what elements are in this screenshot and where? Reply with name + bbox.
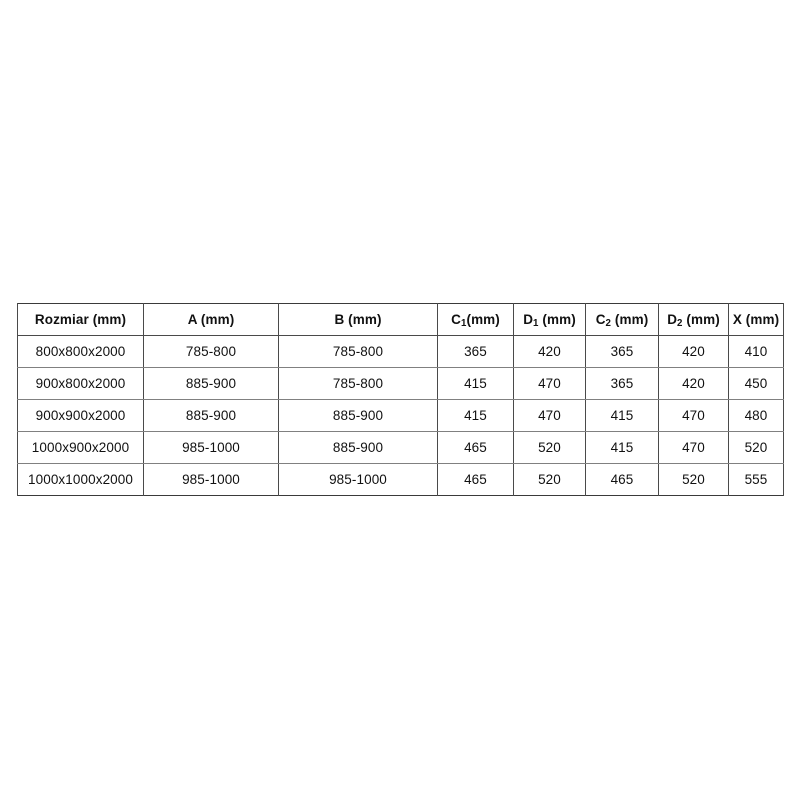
- cell-x: 555: [728, 463, 784, 496]
- cell-c1: 415: [437, 399, 514, 432]
- cell-c1: 365: [437, 335, 514, 368]
- cell-b: 785-800: [278, 335, 438, 368]
- column-header-b-unit: (mm): [344, 312, 382, 327]
- column-header-size: Rozmiar (mm): [17, 303, 144, 336]
- table-row: 900x800x2000 885-900 785-800 415 470 365…: [17, 367, 784, 400]
- column-header-c2: C2 (mm): [585, 303, 659, 336]
- column-header-c2-unit: (mm): [611, 312, 649, 327]
- column-header-a-base: A: [187, 312, 198, 327]
- cell-d1: 520: [513, 463, 586, 496]
- column-header-d1-subscript: 1: [533, 318, 539, 330]
- column-header-d1: D1 (mm): [513, 303, 586, 336]
- column-header-a: A (mm): [143, 303, 279, 336]
- table-header: Rozmiar (mm) A (mm) B (mm) C1(mm) D1 (mm…: [17, 303, 784, 336]
- table-header-row: Rozmiar (mm) A (mm) B (mm) C1(mm) D1 (mm…: [17, 303, 784, 336]
- column-header-size-unit: (mm): [88, 312, 127, 327]
- column-header-c2-base: C: [595, 312, 606, 327]
- cell-a: 885-900: [143, 399, 279, 432]
- cell-c2: 415: [585, 431, 659, 464]
- cell-d1: 520: [513, 431, 586, 464]
- cell-c2: 365: [585, 367, 659, 400]
- table-row: 800x800x2000 785-800 785-800 365 420 365…: [17, 335, 784, 368]
- table-body: 800x800x2000 785-800 785-800 365 420 365…: [17, 335, 784, 496]
- size-specification-table-container: Rozmiar (mm) A (mm) B (mm) C1(mm) D1 (mm…: [17, 303, 784, 496]
- cell-x: 450: [728, 367, 784, 400]
- cell-size: 1000x1000x2000: [17, 463, 144, 496]
- cell-x: 480: [728, 399, 784, 432]
- table-row: 900x900x2000 885-900 885-900 415 470 415…: [17, 399, 784, 432]
- column-header-b-base: B: [334, 312, 345, 327]
- cell-a: 785-800: [143, 335, 279, 368]
- cell-x: 410: [728, 335, 784, 368]
- column-header-c1-unit: (mm): [466, 312, 500, 327]
- cell-d2: 470: [658, 431, 729, 464]
- column-header-d2-unit: (mm): [682, 312, 720, 327]
- column-header-d1-unit: (mm): [538, 312, 576, 327]
- cell-size: 1000x900x2000: [17, 431, 144, 464]
- column-header-c1-subscript: 1: [460, 318, 467, 330]
- column-header-d2-subscript: 2: [677, 318, 683, 330]
- cell-d1: 470: [513, 399, 586, 432]
- cell-a: 985-1000: [143, 463, 279, 496]
- column-header-d1-base: D: [523, 312, 534, 327]
- cell-d2: 420: [658, 367, 729, 400]
- column-header-x: X (mm): [728, 303, 784, 336]
- cell-b: 885-900: [278, 431, 438, 464]
- column-header-a-unit: (mm): [197, 312, 235, 327]
- column-header-x-base: X: [732, 312, 742, 327]
- cell-b: 985-1000: [278, 463, 438, 496]
- column-header-b: B (mm): [278, 303, 438, 336]
- cell-d2: 470: [658, 399, 729, 432]
- column-header-c1-base: C: [451, 312, 461, 327]
- cell-b: 885-900: [278, 399, 438, 432]
- cell-c1: 415: [437, 367, 514, 400]
- column-header-x-unit: (mm): [741, 312, 780, 327]
- cell-a: 985-1000: [143, 431, 279, 464]
- table-row: 1000x1000x2000 985-1000 985-1000 465 520…: [17, 463, 784, 496]
- cell-d2: 420: [658, 335, 729, 368]
- cell-a: 885-900: [143, 367, 279, 400]
- cell-x: 520: [728, 431, 784, 464]
- table-row: 1000x900x2000 985-1000 885-900 465 520 4…: [17, 431, 784, 464]
- size-specification-table: Rozmiar (mm) A (mm) B (mm) C1(mm) D1 (mm…: [17, 303, 784, 496]
- column-header-size-base: Rozmiar: [34, 312, 89, 327]
- cell-size: 900x900x2000: [17, 399, 144, 432]
- column-header-d2: D2 (mm): [658, 303, 729, 336]
- cell-c2: 365: [585, 335, 659, 368]
- cell-d1: 420: [513, 335, 586, 368]
- column-header-c1: C1(mm): [437, 303, 514, 336]
- cell-c1: 465: [437, 431, 514, 464]
- cell-b: 785-800: [278, 367, 438, 400]
- cell-size: 800x800x2000: [17, 335, 144, 368]
- column-header-c2-subscript: 2: [605, 318, 612, 330]
- cell-c2: 465: [585, 463, 659, 496]
- cell-d1: 470: [513, 367, 586, 400]
- column-header-d2-base: D: [667, 312, 678, 327]
- cell-c1: 465: [437, 463, 514, 496]
- cell-d2: 520: [658, 463, 729, 496]
- cell-size: 900x800x2000: [17, 367, 144, 400]
- cell-c2: 415: [585, 399, 659, 432]
